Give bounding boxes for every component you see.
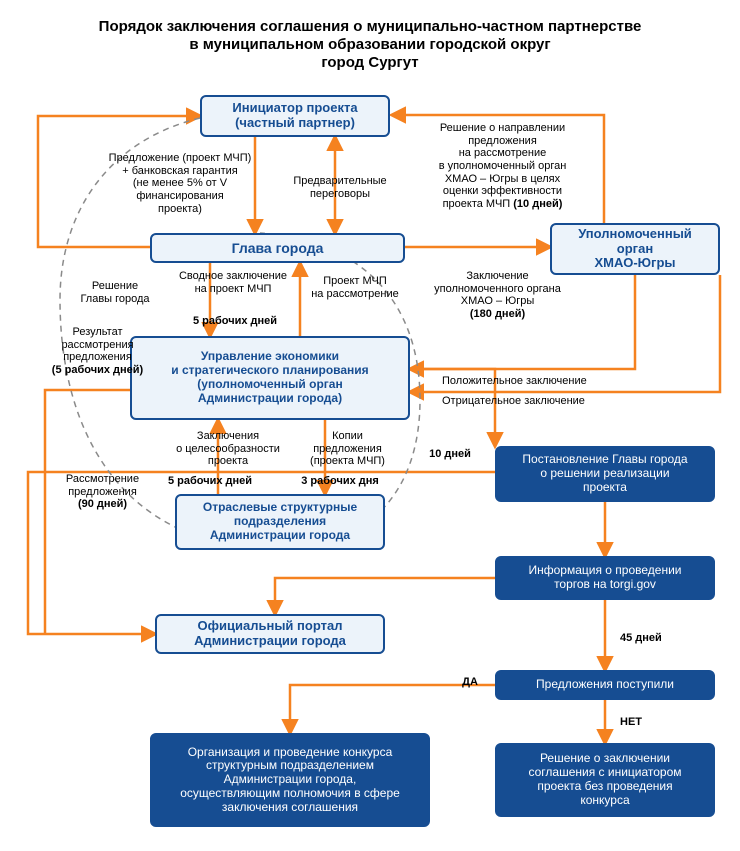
node-competition: Организация и проведение конкурсаструкту… [150,733,430,827]
label-l_45d: 45 дней [620,632,680,645]
label-l_offer: Предложение (проект МЧП)+ банковская гар… [90,152,270,215]
label-l_10d: 10 дней [420,448,480,461]
edge-18 [45,390,130,634]
label-l_net: НЕТ [620,716,660,729]
diagram-stage: Порядок заключения соглашения о муниципа… [0,0,740,851]
title-line-3: город Сургут [0,54,740,71]
node-branches: Отраслевые структурныеподразделенияАдмин… [175,494,385,550]
label-l_5wd1: 5 рабочих дней [180,315,290,328]
node-authority: УполномоченныйорганХМАО-Югры [550,223,720,275]
edge-15 [290,685,495,733]
label-l_feasib: Заключенияо целесообразностипроекта [168,430,288,468]
label-l_result: Результатрассмотренияпредложения(5 рабоч… [50,326,145,377]
title-line-1: Порядок заключения соглашения о муниципа… [0,18,740,35]
label-l_review90: Рассмотрениепредложения(90 дней) [55,473,150,511]
label-l_5wd2: 5 рабочих дней [160,475,260,488]
node-mayor: Глава города [150,233,405,263]
node-noauction: Решение о заключениисоглашения с инициат… [495,743,715,817]
node-decree: Постановление Главы городао решении реал… [495,446,715,502]
label-l_pretalk: Предварительныепереговоры [280,175,400,200]
title-line-2: в муниципальном образовании городской ок… [0,36,740,53]
label-l_da: ДА [455,676,485,689]
label-l_route: Решение о направлениипредложенияна рассм… [420,122,585,210]
node-initiator: Инициатор проекта(частный партнер) [200,95,390,137]
edge-16 [275,578,495,614]
label-l_mchp: Проект МЧПна рассмотрение [300,275,410,300]
node-auction: Информация о проведенииторгов на torgi.g… [495,556,715,600]
node-portal: Официальный порталАдминистрации города [155,614,385,654]
label-l_summary: Сводное заключениена проект МЧП [168,270,298,295]
label-l_decision: РешениеГлавы города [70,280,160,305]
label-l_pos: Положительное заключение [442,375,602,388]
label-l_conclusion: Заключениеуполномоченного органаХМАО – Ю… [420,270,575,321]
label-l_3wd: 3 рабочих дня [290,475,390,488]
label-l_copies: Копиипредложения(проекта МЧП) [295,430,400,468]
node-proposals: Предложения поступили [495,670,715,700]
label-l_neg: Отрицательное заключение [442,395,602,408]
node-economics: Управление экономикии стратегического пл… [130,336,410,420]
